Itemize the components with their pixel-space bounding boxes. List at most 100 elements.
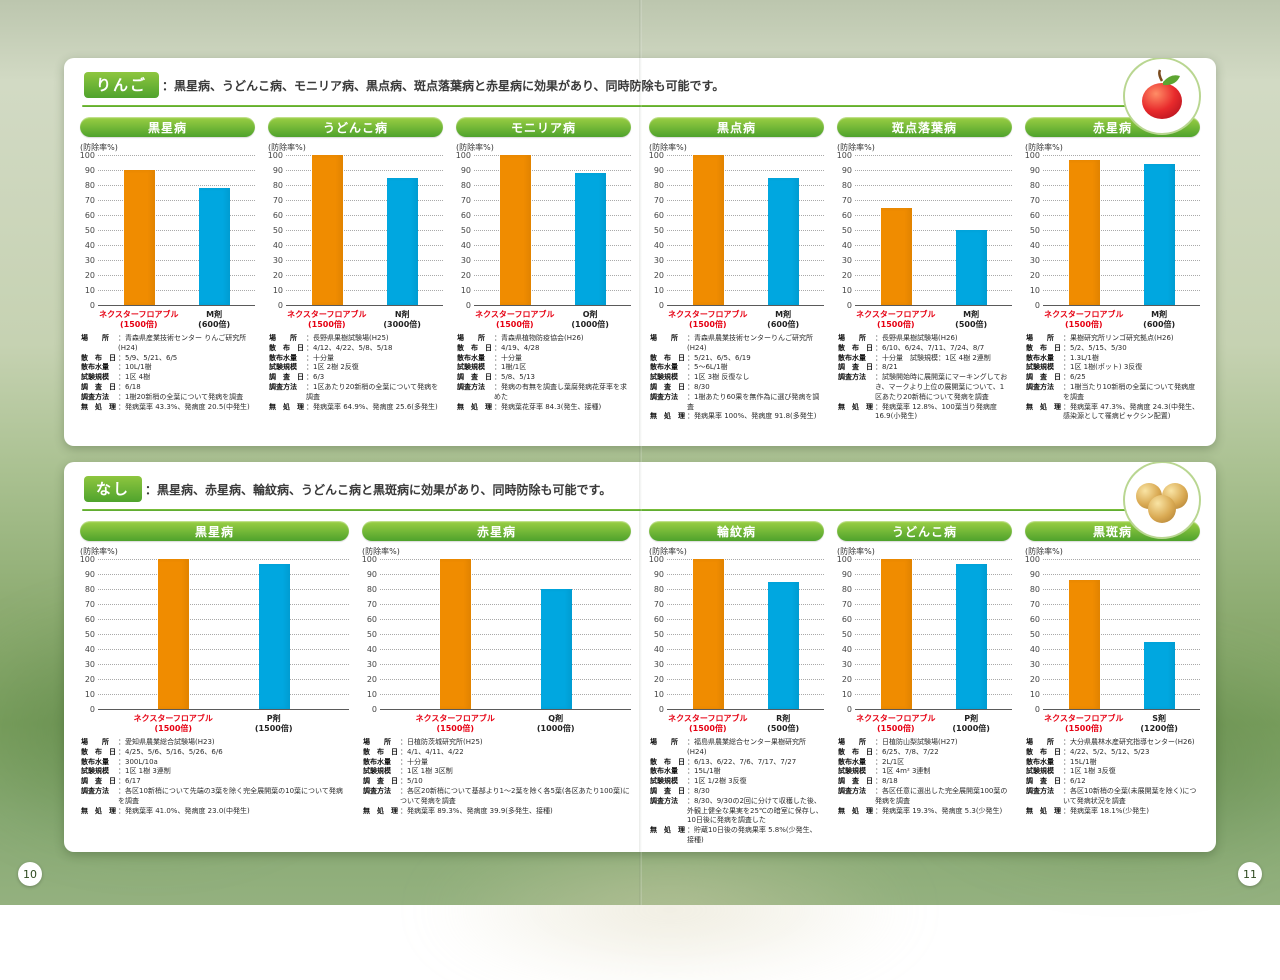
detail-line: 散 布 日：4/25、5/6、5/16、5/26、6/6 <box>81 748 348 758</box>
y-tick-label: 0 <box>89 301 95 310</box>
bar-name: Q剤 <box>548 714 564 723</box>
detail-value: ：300L/10a <box>118 757 158 766</box>
detail-line: 場 所 ：果樹研究所リンゴ研究拠点(H26) <box>1026 334 1199 344</box>
detail-key: 調査方法 <box>457 382 485 391</box>
y-axis-ticks: 100 90 80 70 60 50 40 30 20 10 0 <box>362 556 380 714</box>
y-tick-label: 30 <box>460 256 471 265</box>
bar-label: M剤 (600倍) <box>1143 310 1175 331</box>
bar-dose: (600倍) <box>1143 320 1176 330</box>
detail-key: 調 査 日 <box>650 786 685 795</box>
product-bar <box>1068 580 1100 709</box>
y-tick-label: 50 <box>366 630 377 639</box>
bar-dose: (1500倍) <box>1065 724 1103 734</box>
grid-line <box>855 634 1012 635</box>
detail-value: ：1区 4樹 <box>118 373 151 382</box>
disease-chart: うどんこ病 (防除率%) 100 90 80 70 60 50 40 30 20 10 0 ネクスターフロ… <box>837 521 1012 846</box>
detail-key: 調査方法 <box>650 796 678 805</box>
detail-key: 散布水量 <box>838 757 866 766</box>
y-tick-label: 20 <box>841 271 852 280</box>
detail-key: 散布水量 <box>838 353 866 362</box>
bar-name: P剤 <box>964 714 979 723</box>
y-tick-label: 40 <box>841 645 852 654</box>
y-tick-label: 30 <box>366 660 377 669</box>
detail-key: 調査方法 <box>838 786 866 795</box>
y-tick-label: 50 <box>460 226 471 235</box>
detail-key: 場 所 <box>650 334 678 342</box>
bar-label: M剤 (600倍) <box>198 310 230 331</box>
detail-value: ：6/12 <box>1063 777 1086 786</box>
y-axis-title: (防除率%) <box>1025 143 1063 152</box>
y-tick-label: 0 <box>89 705 95 714</box>
y-tick-label: 60 <box>84 211 95 220</box>
detail-key: 散 布 日 <box>650 757 685 766</box>
y-tick-label: 20 <box>84 675 95 684</box>
left-page-charts: 黒星病 (防除率%) 100 90 80 70 60 50 40 30 20 10 0 ネクスターフロアブ… <box>80 521 640 816</box>
trial-details: 場 所：日植防茨城研究所(H25) 散 布 日：4/1、4/11、4/22 散布水量… <box>362 738 631 816</box>
y-axis-title: (防除率%) <box>649 143 687 152</box>
detail-line: 無 処 理：発病葉率 43.3%、発病度 20.5(中発生) <box>81 403 254 413</box>
chart-plot: 100 90 80 70 60 50 40 30 20 10 0 ネクスターフロアブル (1500倍) M… <box>649 152 824 329</box>
detail-line: 場 所 ：福島県農業総合センター果樹研究所(H24) <box>650 738 823 758</box>
section-description: ：黒星病、赤星病、輪紋病、うどんこ病と黒斑病に効果があり、同時防除も可能です。 <box>145 482 612 497</box>
product-bar <box>499 155 531 305</box>
detail-key: 場 所 <box>81 738 109 746</box>
detail-line: 調 査 日：8/21 <box>838 363 1011 373</box>
detail-line: 散布水量 ：1.3L/1樹 <box>1026 354 1199 364</box>
detail-line: 散布水量 ：十分量 <box>363 758 630 768</box>
chart-plot: 100 90 80 70 60 50 40 30 20 10 0 ネクスターフロアブル (1500倍) N… <box>268 152 443 329</box>
detail-key: 無 処 理 <box>838 402 873 411</box>
detail-value: ：5/9、5/21、6/5 <box>118 353 178 362</box>
bar-dose: (1000倍) <box>536 724 575 734</box>
y-tick-label: 20 <box>1029 675 1040 684</box>
grid-line <box>855 290 1012 291</box>
grid-line <box>286 170 443 171</box>
bar-dose: (1500倍) <box>689 724 727 734</box>
comparison-bar <box>540 589 572 709</box>
product-bar <box>123 170 155 305</box>
grid-line <box>286 290 443 291</box>
y-tick-label: 60 <box>841 211 852 220</box>
bar-dose: (1500倍) <box>877 320 915 330</box>
grid-line <box>286 155 443 156</box>
bar-name: ネクスターフロアブル <box>99 310 179 319</box>
detail-line: 散布水量 ：10L/1樹 <box>81 363 254 373</box>
grid-line <box>667 604 824 605</box>
grid-line <box>380 574 631 575</box>
detail-value: ：発病果率 100%、発病度 91.8(多発生) <box>687 412 817 421</box>
detail-value: ：1区 1樹 3連制 <box>118 767 171 776</box>
y-axis-ticks: 100 90 80 70 60 50 40 30 20 10 0 <box>268 152 286 310</box>
detail-key: 場 所 <box>838 738 866 746</box>
y-tick-label: 30 <box>84 660 95 669</box>
y-tick-label: 50 <box>841 226 852 235</box>
grid-line <box>667 245 824 246</box>
bar-label: Q剤 (1000倍) <box>537 714 575 735</box>
y-tick-label: 10 <box>1029 286 1040 295</box>
y-tick-label: 70 <box>84 196 95 205</box>
y-axis-ticks: 100 90 80 70 60 50 40 30 20 10 0 <box>1025 152 1043 310</box>
detail-key: 散 布 日 <box>81 747 116 756</box>
detail-line: 無 処 理：発病葉率 64.9%、発病度 25.6(多発生) <box>269 403 442 413</box>
y-tick-label: 0 <box>658 301 664 310</box>
detail-line: 散布水量 ：15L/1樹 <box>650 767 823 777</box>
y-tick-label: 90 <box>841 166 852 175</box>
y-tick-label: 0 <box>1034 705 1040 714</box>
y-tick-label: 70 <box>841 196 852 205</box>
y-tick-label: 90 <box>1029 570 1040 579</box>
detail-value: ：6/13、6/22、7/6、7/17、7/27 <box>687 757 797 766</box>
detail-key: 場 所 <box>457 334 485 342</box>
detail-value: ：1.3L/1樹 <box>1063 353 1099 362</box>
detail-line: 調 査 日：5/8、5/13 <box>457 373 630 383</box>
plot-area: ネクスターフロアブル (1500倍) P剤 (1500倍) <box>98 559 349 733</box>
plot-area: ネクスターフロアブル (1500倍) M剤 (600倍) <box>1043 155 1200 329</box>
comparison-bar <box>768 177 800 305</box>
grid-line <box>1043 185 1200 186</box>
bar-dose: (500倍) <box>767 724 800 734</box>
detail-key: 無 処 理 <box>363 806 398 815</box>
detail-value: ：十分量 <box>306 353 334 362</box>
y-axis-ticks: 100 90 80 70 60 50 40 30 20 10 0 <box>456 152 474 310</box>
grid-line <box>98 649 349 650</box>
detail-line: 散布水量 ：5〜6L/1樹 <box>650 363 823 373</box>
detail-value: ：8/18 <box>875 777 898 786</box>
detail-value: ：十分量 試験規模：1区 4樹 2連制 <box>875 353 991 362</box>
chart-plot: 100 90 80 70 60 50 40 30 20 10 0 ネクスターフロアブル (1500倍) M… <box>1025 152 1200 329</box>
